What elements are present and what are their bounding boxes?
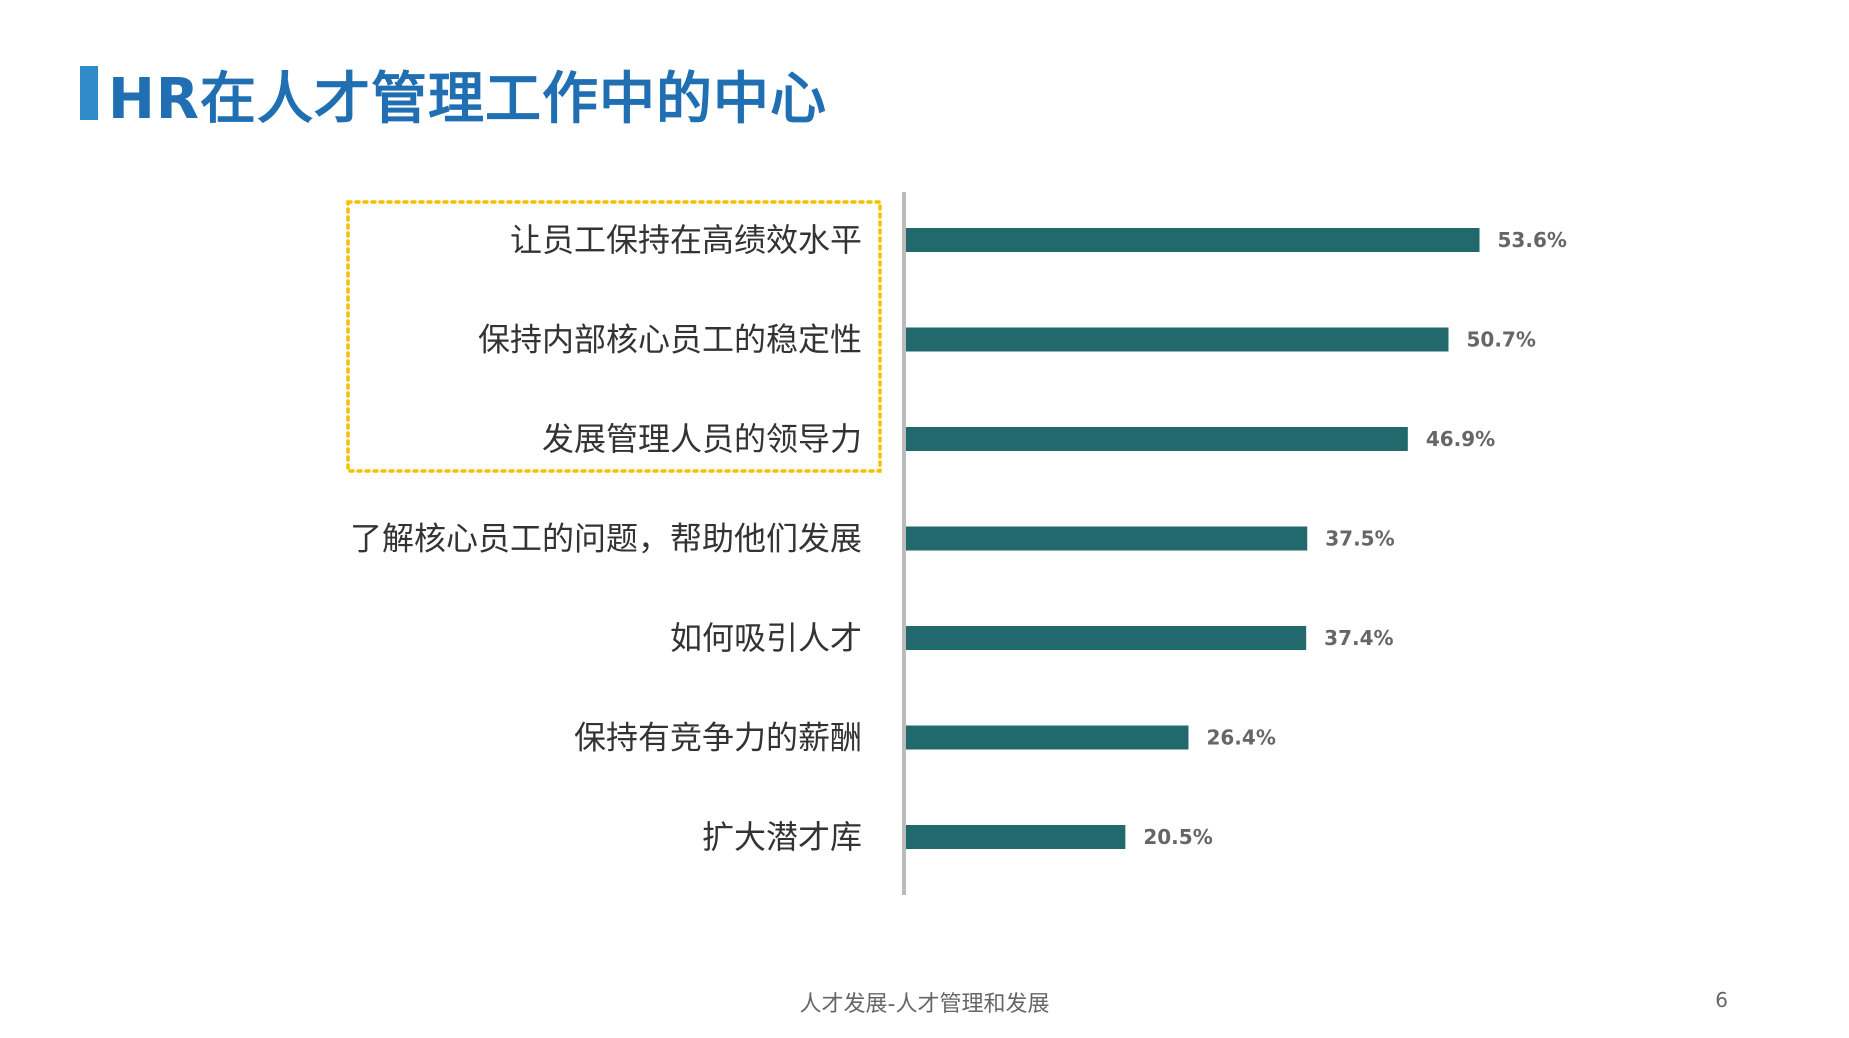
title-accent-bar (80, 66, 98, 120)
bar (906, 725, 1189, 750)
highlight-box (346, 200, 882, 473)
bar (906, 526, 1308, 551)
value-label: 46.9% (1426, 427, 1495, 451)
value-label: 53.6% (1498, 228, 1567, 252)
category-label: 扩大潜才库 (702, 818, 862, 856)
value-label: 26.4% (1206, 726, 1275, 750)
category-label: 让员工保持在高绩效水平 (510, 221, 862, 259)
value-label: 20.5% (1143, 825, 1212, 849)
category-label: 保持内部核心员工的稳定性 (478, 321, 862, 359)
category-label: 如何吸引人才 (670, 619, 862, 657)
category-label: 发展管理人员的领导力 (542, 420, 862, 458)
value-label: 37.4% (1324, 626, 1393, 650)
bar (906, 825, 1126, 849)
value-label: 50.7% (1466, 328, 1535, 352)
page-number: 6 (1715, 988, 1728, 1012)
category-label: 保持有竞争力的薪酬 (574, 719, 862, 757)
category-label: 了解核心员工的问题，帮助他们发展 (350, 520, 862, 558)
value-label: 37.5% (1325, 527, 1394, 551)
bar (906, 228, 1480, 252)
footer-text: 人才发展-人才管理和发展 (799, 992, 1050, 1017)
bar (906, 327, 1449, 352)
bar (906, 427, 1408, 451)
slide-title: HR在人才管理工作中的中心 (108, 67, 827, 132)
bar (906, 626, 1307, 650)
